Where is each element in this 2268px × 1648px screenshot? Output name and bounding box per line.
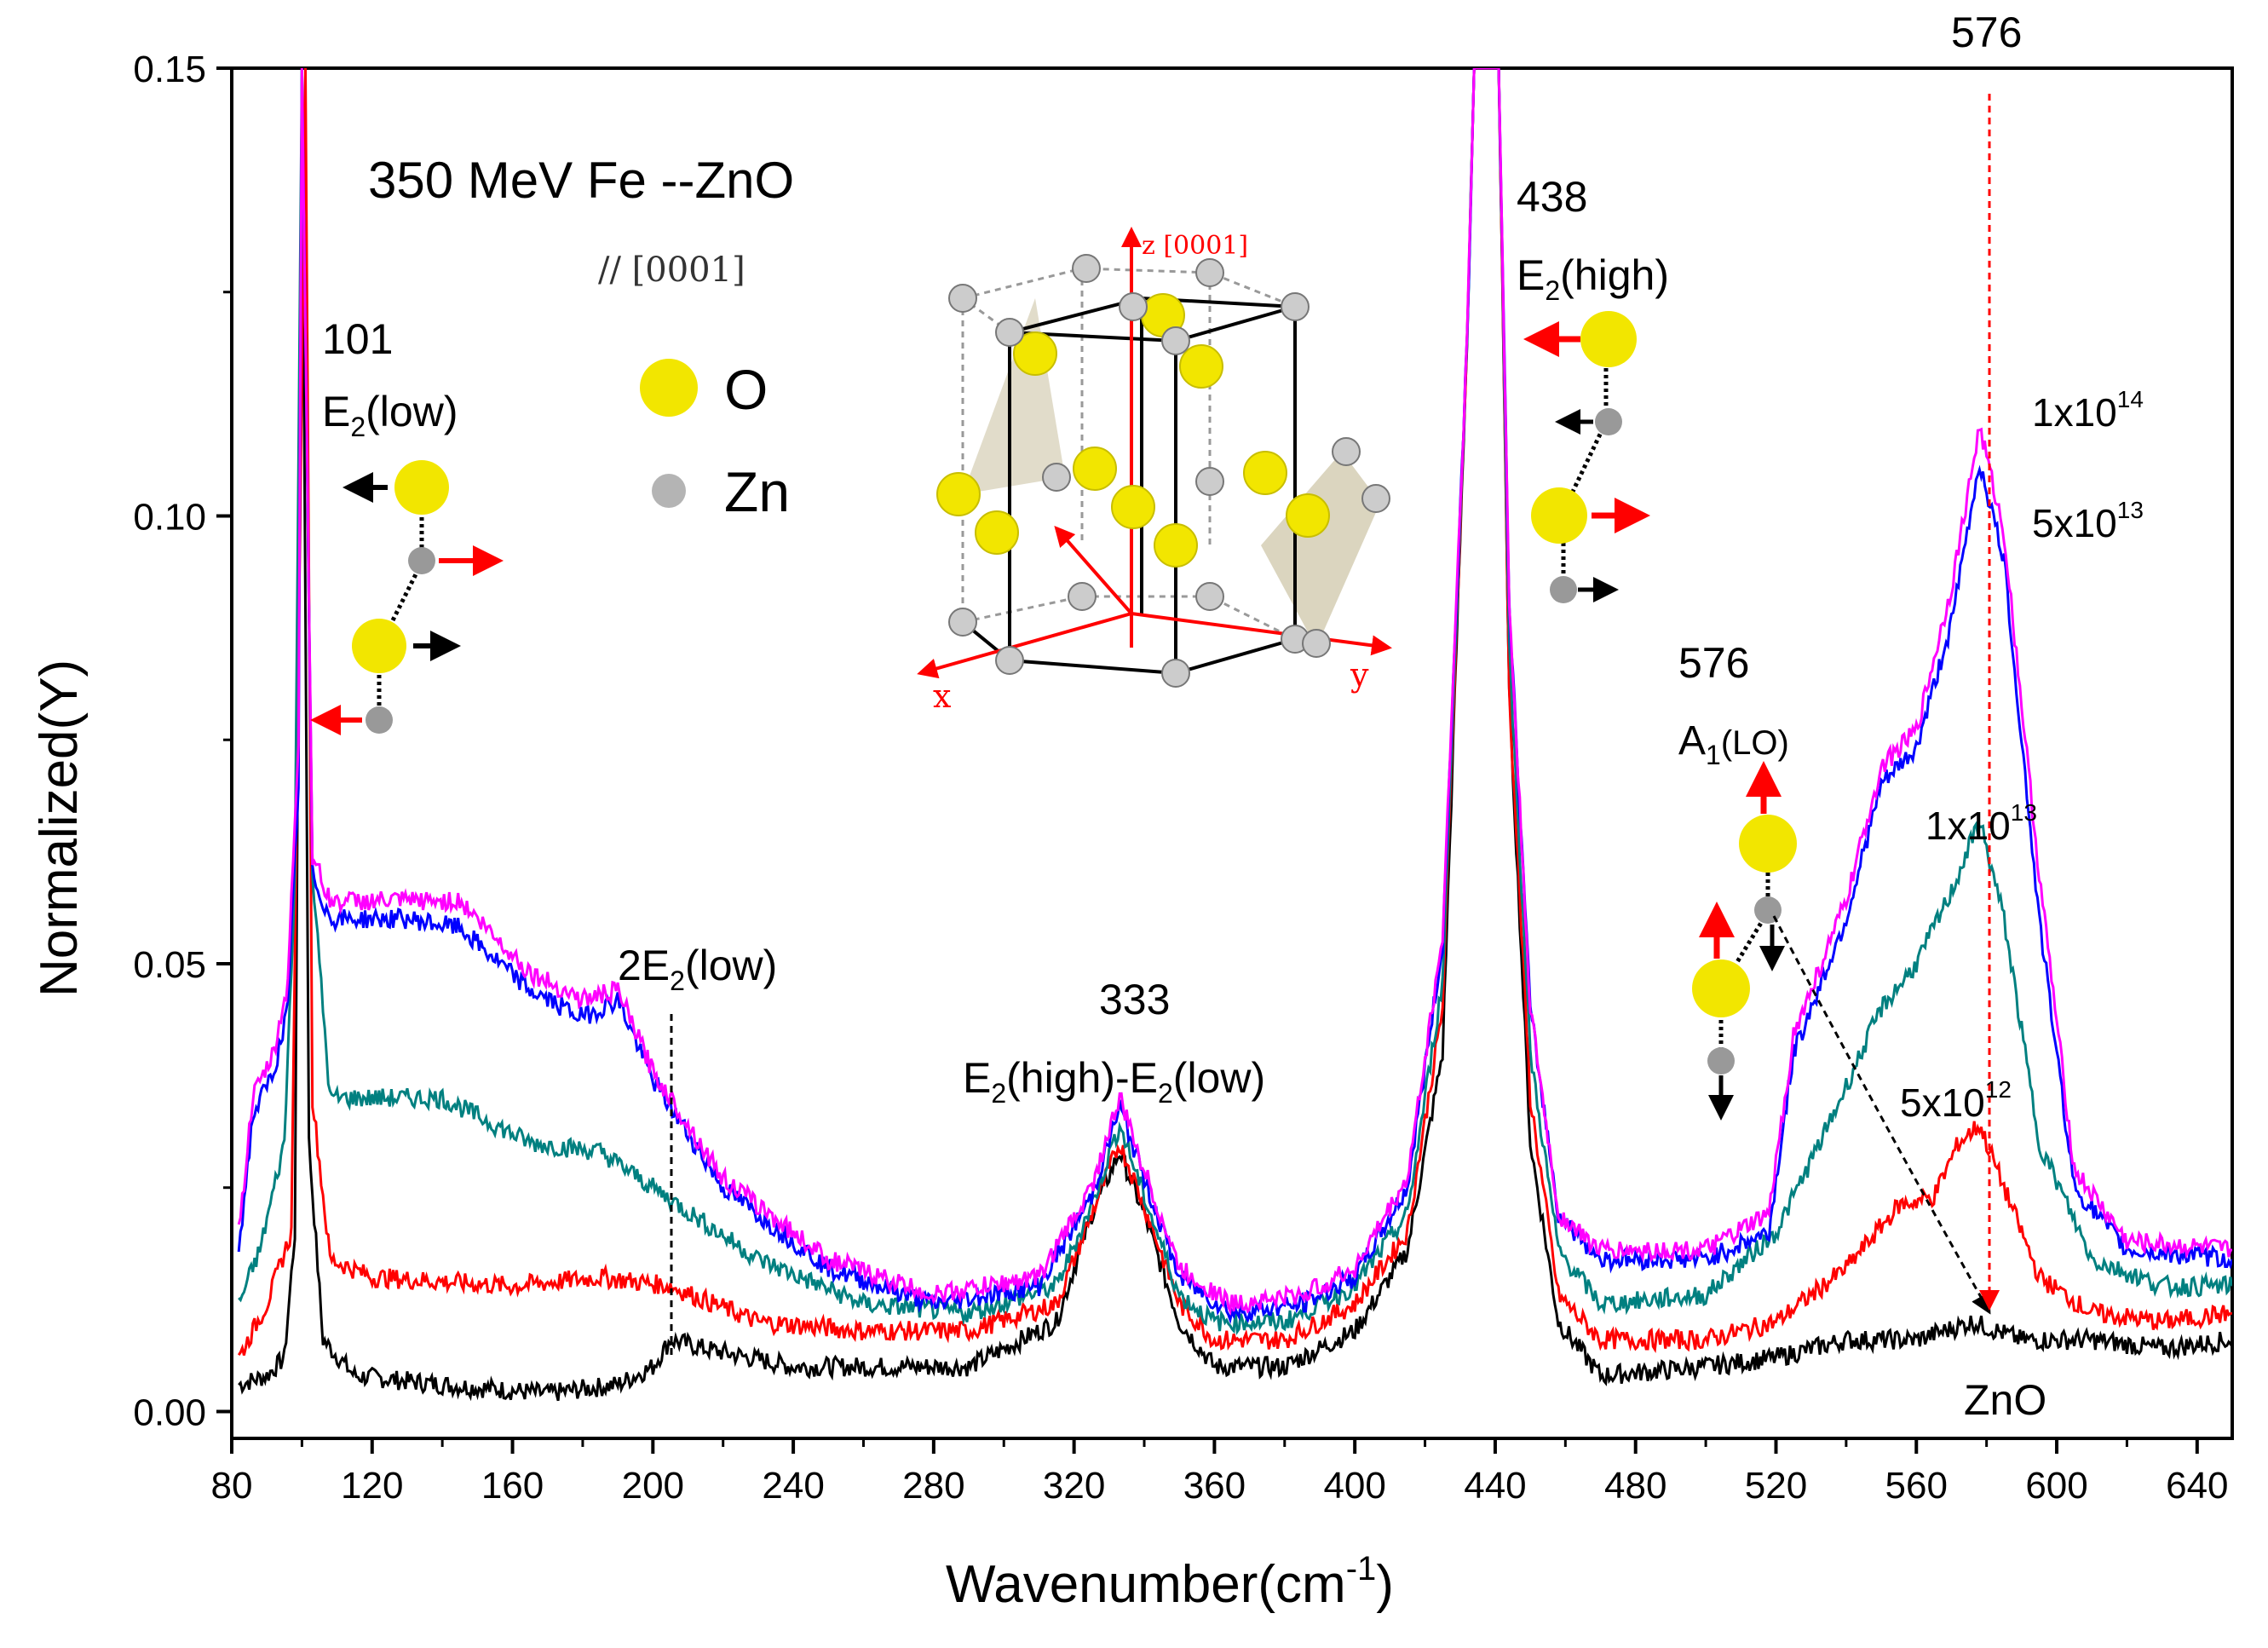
zno-label: ZnO <box>1964 1376 2046 1424</box>
x-tick-label-9: 440 <box>1464 1465 1526 1507</box>
x-tick-label-3: 200 <box>622 1465 684 1507</box>
legend: O Zn <box>640 358 790 523</box>
x-tick-label-0: 80 <box>211 1465 253 1507</box>
fluence-1e14-label: 1x1014 <box>2032 386 2144 435</box>
crystal-x-label: x <box>933 677 951 715</box>
x-tick-label-8: 400 <box>1323 1465 1385 1507</box>
x-tick-label-6: 320 <box>1043 1465 1105 1507</box>
y-tick-label-2: 0.10 <box>133 496 206 538</box>
e2-diff-label: E2(high)-E2(low) <box>963 1054 1265 1109</box>
y-tick-label-0: 0.00 <box>133 1392 206 1433</box>
e2-low-label: E2(low) <box>322 388 458 442</box>
chart-subtitle: // [0001] <box>598 251 745 290</box>
series-line-0 <box>238 68 2232 1402</box>
series-layer <box>237 68 2232 1402</box>
series-line-1 <box>237 68 2232 1357</box>
crystal-x-axis <box>917 612 1132 679</box>
y-tick-label-3: 0.15 <box>133 49 206 90</box>
chart-title: 350 MeV Fe --ZnO <box>368 152 794 209</box>
x-tick-label-1: 120 <box>341 1465 403 1507</box>
peak-438-label: 438 <box>1517 173 1587 221</box>
e2-high-vibration-diagram <box>1523 311 1650 603</box>
x-tick-label-7: 360 <box>1183 1465 1246 1507</box>
peak-101-label: 101 <box>322 315 393 363</box>
y-axis-label: Normalized(Y) <box>30 660 89 997</box>
plot-frame <box>230 66 2234 1440</box>
x-tick-label-14: 640 <box>2166 1465 2228 1507</box>
fluence-5e13-label: 5x1013 <box>2032 497 2144 545</box>
e2-low-vibration-diagram <box>310 460 504 735</box>
crystal-zn-atoms <box>948 254 1390 688</box>
tetrahedron-right <box>1261 452 1380 648</box>
x-tick-label-5: 280 <box>902 1465 964 1507</box>
a1-lo-vibration-diagram <box>1692 761 1991 1315</box>
x-tick-label-13: 600 <box>2025 1465 2087 1507</box>
crystal-o-atoms <box>936 293 1330 568</box>
fluence-1e13-label: 1x1013 <box>1925 799 2037 848</box>
legend-o-label: O <box>724 358 768 421</box>
x-axis-label: Wavenumber(cm-1) <box>946 1550 1394 1614</box>
x-tick-label-4: 240 <box>762 1465 824 1507</box>
series-line-4 <box>237 68 2232 1317</box>
series-line-3 <box>237 68 2232 1325</box>
crystal-z-label: z [0001] <box>1142 231 1248 261</box>
crystal-structure-inset: z [0001] x y <box>917 227 1392 715</box>
legend-zn-marker <box>652 474 686 508</box>
x-tick-label-12: 560 <box>1885 1465 1948 1507</box>
two-e2-low-label: 2E2(low) <box>618 942 777 996</box>
peak-576-mid-label: 576 <box>1678 639 1749 687</box>
legend-zn-label: Zn <box>724 460 790 523</box>
x-tick-label-11: 520 <box>1745 1465 1807 1507</box>
x-tick-label-10: 480 <box>1604 1465 1666 1507</box>
crystal-a-vector <box>1054 525 1133 615</box>
a1-lo-label: A1(LO) <box>1678 718 1789 770</box>
axis-ticks: 80 120 160 200 240 280 320 360 400 440 480 520 560 60… <box>133 49 2228 1507</box>
legend-o-marker <box>640 359 698 417</box>
crystal-y-axis <box>1131 612 1392 656</box>
peak-333-label: 333 <box>1099 976 1170 1023</box>
x-tick-label-2: 160 <box>481 1465 544 1507</box>
y-tick-label-1: 0.05 <box>133 944 206 986</box>
peak-576-top-label: 576 <box>1951 9 2022 56</box>
e2-high-label: E2(high) <box>1517 251 1669 306</box>
crystal-y-label: y <box>1350 656 1369 694</box>
fluence-5e12-label: 5x1012 <box>1900 1076 2012 1125</box>
